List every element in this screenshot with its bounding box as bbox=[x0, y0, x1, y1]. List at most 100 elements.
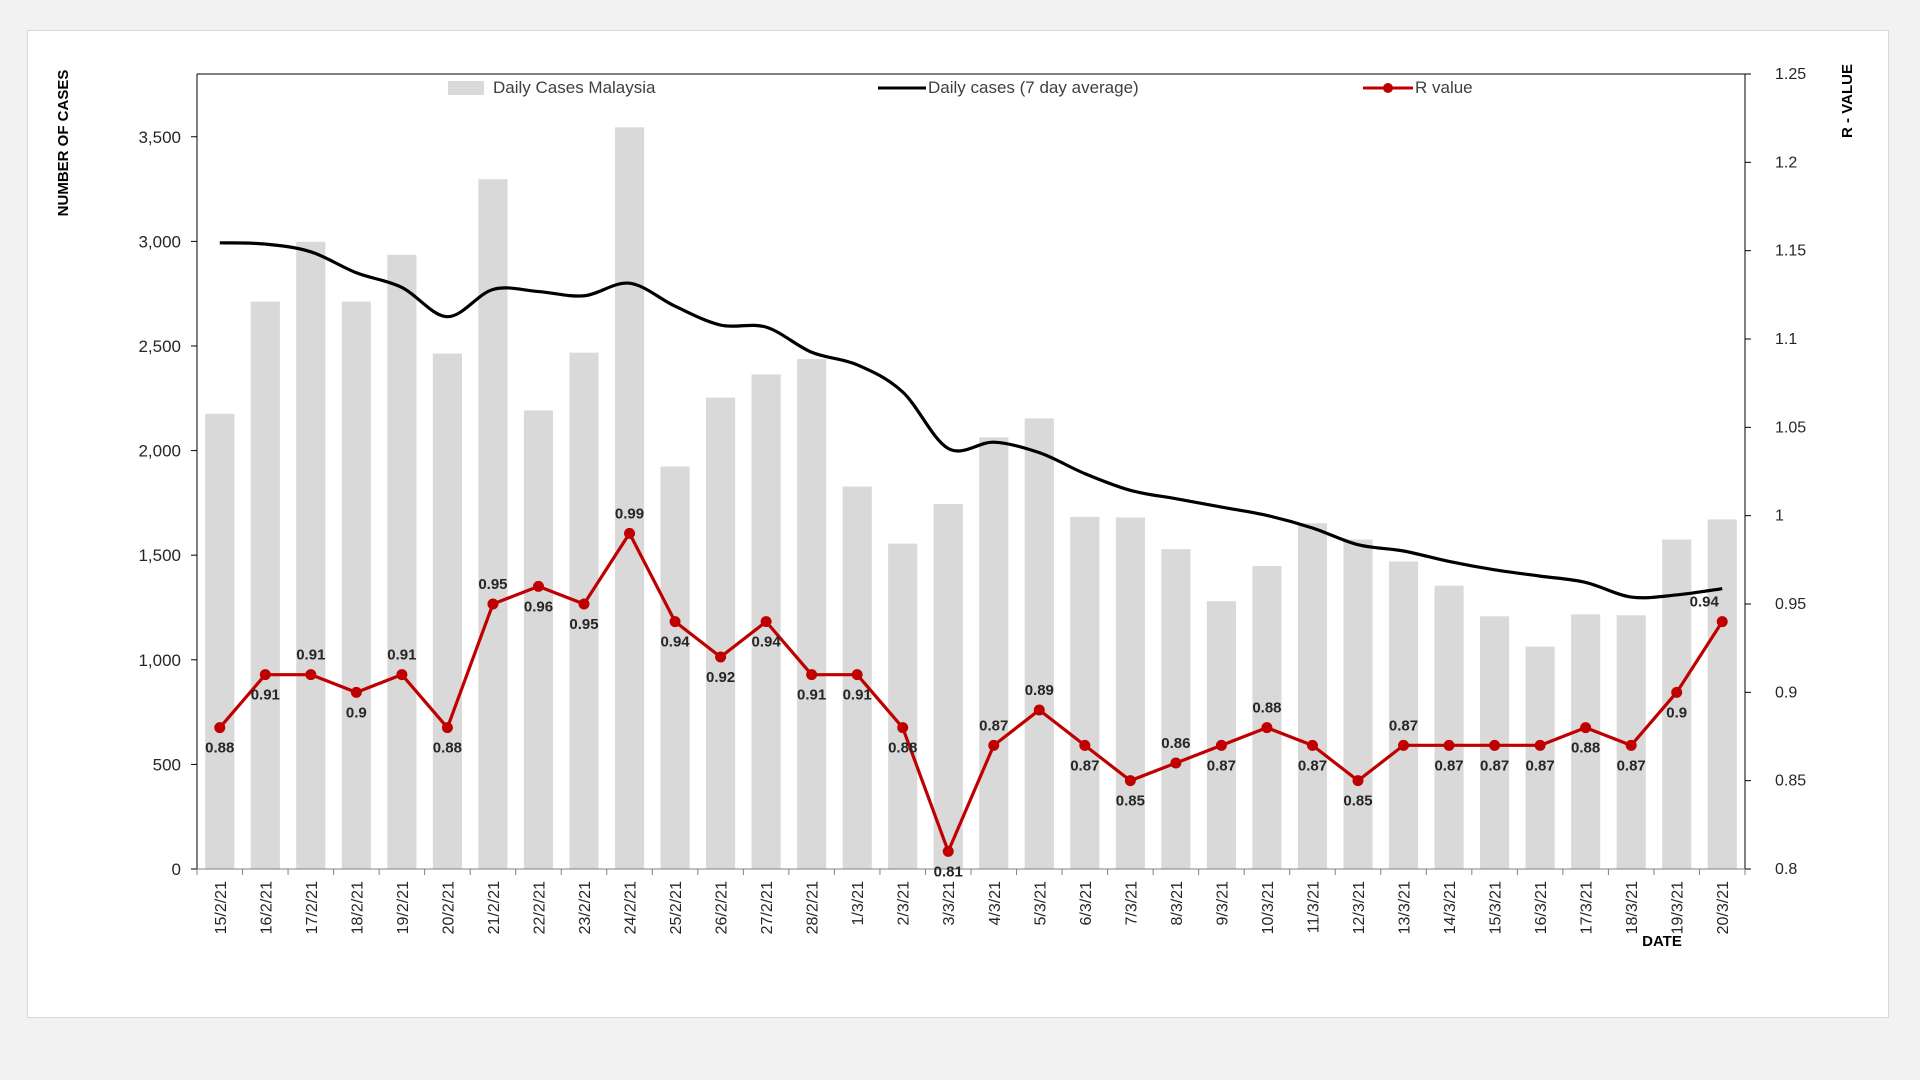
r-data-label: 0.91 bbox=[251, 687, 280, 704]
legend-label-avg: Daily cases (7 day average) bbox=[928, 78, 1139, 97]
x-tick-label: 14/3/21 bbox=[1442, 881, 1459, 934]
r-data-label: 0.91 bbox=[843, 687, 872, 704]
r-data-label: 0.87 bbox=[1389, 717, 1418, 734]
x-tick-label: 19/3/21 bbox=[1670, 881, 1687, 934]
r-point-19/3/21 bbox=[1671, 686, 1683, 698]
r-data-label: 0.91 bbox=[387, 647, 416, 664]
r-point-22/2/21 bbox=[532, 580, 544, 592]
y2-tick-label: 1.25 bbox=[1775, 66, 1806, 83]
y-tick-label: 3,000 bbox=[138, 232, 181, 251]
bar-17/3/21 bbox=[1571, 614, 1601, 869]
x-tick-label: 4/3/21 bbox=[987, 881, 1004, 926]
avg-line bbox=[219, 241, 1723, 600]
y-axis-title: NUMBER OF CASES bbox=[55, 70, 72, 217]
r-point-18/2/21 bbox=[350, 686, 362, 698]
r-data-label: 0.96 bbox=[524, 598, 553, 615]
bar-16/3/21 bbox=[1525, 646, 1555, 869]
bar-15/2/21 bbox=[205, 413, 235, 869]
r-data-label: 0.85 bbox=[1343, 793, 1372, 810]
x-tick-label: 20/3/21 bbox=[1715, 881, 1732, 934]
bar-6/3/21 bbox=[1070, 516, 1100, 869]
bar-19/2/21 bbox=[387, 254, 417, 870]
r-point-14/3/21 bbox=[1443, 739, 1455, 751]
x-tick-label: 11/3/21 bbox=[1305, 881, 1322, 933]
r-data-label: 0.87 bbox=[1070, 757, 1099, 774]
x-tick-label: 17/2/21 bbox=[304, 881, 321, 934]
r-data-label: 0.88 bbox=[205, 740, 234, 757]
r-point-3/3/21 bbox=[942, 845, 954, 857]
x-axis-title: DATE bbox=[1642, 933, 1682, 950]
r-data-label: 0.88 bbox=[1252, 700, 1281, 717]
x-tick-label: 17/3/21 bbox=[1579, 881, 1596, 934]
x-tick-label: 27/2/21 bbox=[759, 881, 776, 934]
bar-9/3/21 bbox=[1206, 601, 1236, 869]
r-data-label: 0.87 bbox=[1207, 757, 1236, 774]
bar-3/3/21 bbox=[933, 503, 963, 869]
x-tick-label: 5/3/21 bbox=[1032, 881, 1049, 926]
legend: Daily Cases Malaysia Daily cases (7 day … bbox=[448, 78, 1473, 97]
bar-5/3/21 bbox=[1024, 418, 1054, 869]
r-point-6/3/21 bbox=[1079, 739, 1091, 751]
x-tick-label: 12/3/21 bbox=[1351, 881, 1368, 934]
r-data-label: 0.94 bbox=[752, 634, 782, 651]
r-point-25/2/21 bbox=[669, 616, 681, 628]
x-tick-label: 23/2/21 bbox=[577, 881, 594, 934]
bars-layer bbox=[205, 127, 1737, 870]
r-data-label: 0.91 bbox=[797, 687, 826, 704]
r-data-label: 0.9 bbox=[1666, 704, 1687, 721]
r-point-28/2/21 bbox=[806, 669, 818, 681]
bar-20/3/21 bbox=[1707, 519, 1737, 869]
y2-tick-label: 1.15 bbox=[1775, 243, 1806, 260]
r-point-8/3/21 bbox=[1170, 757, 1182, 769]
r-data-label: 0.88 bbox=[1571, 740, 1600, 757]
y-tick-label: 0 bbox=[172, 860, 181, 879]
r-point-13/3/21 bbox=[1398, 739, 1410, 751]
r-point-16/2/21 bbox=[259, 669, 271, 681]
bar-26/2/21 bbox=[706, 397, 736, 869]
axes-layer: 0 500 1,000 1,500 2,000 2,500 3,000 3,500 0.8 0.8… bbox=[138, 66, 1806, 934]
x-tick-label: 15/3/21 bbox=[1488, 881, 1505, 934]
bar-8/3/21 bbox=[1161, 549, 1191, 869]
r-point-5/3/21 bbox=[1033, 704, 1045, 716]
x-tick-label: 6/3/21 bbox=[1078, 881, 1095, 926]
r-data-label: 0.87 bbox=[1617, 757, 1646, 774]
r-point-7/3/21 bbox=[1124, 775, 1136, 787]
r-point-11/3/21 bbox=[1306, 739, 1318, 751]
r-point-20/3/21 bbox=[1716, 616, 1728, 628]
r-point-20/2/21 bbox=[441, 722, 453, 734]
x-tick-label: 21/2/21 bbox=[486, 881, 503, 934]
r-point-15/2/21 bbox=[214, 722, 226, 734]
y2-tick-label: 0.85 bbox=[1775, 773, 1806, 790]
x-tick-label: 15/2/21 bbox=[213, 881, 230, 934]
r-data-label: 0.92 bbox=[706, 669, 735, 686]
r-data-label: 0.86 bbox=[1161, 735, 1190, 752]
r-point-17/2/21 bbox=[305, 669, 317, 681]
bar-14/3/21 bbox=[1434, 585, 1464, 869]
legend-swatch-r-dot bbox=[1383, 83, 1393, 93]
r-data-label: 0.87 bbox=[1526, 757, 1555, 774]
x-tick-label: 8/3/21 bbox=[1169, 881, 1186, 926]
r-point-16/3/21 bbox=[1534, 739, 1546, 751]
r-point-21/2/21 bbox=[487, 598, 499, 610]
x-tick-label: 18/3/21 bbox=[1624, 881, 1641, 934]
y2-tick-label: 1 bbox=[1775, 508, 1784, 525]
x-tick-label: 10/3/21 bbox=[1260, 881, 1277, 934]
bar-4/3/21 bbox=[979, 437, 1009, 869]
y2-axis-title: R - VALUE bbox=[1839, 64, 1856, 138]
r-point-2/3/21 bbox=[897, 722, 909, 734]
r-line bbox=[218, 531, 1724, 853]
bar-17/2/21 bbox=[296, 241, 326, 869]
r-point-26/2/21 bbox=[715, 651, 727, 663]
bar-24/2/21 bbox=[614, 127, 645, 869]
bar-13/3/21 bbox=[1388, 561, 1419, 869]
bar-21/2/21 bbox=[478, 179, 508, 869]
bar-22/2/21 bbox=[523, 410, 554, 869]
bar-2/3/21 bbox=[888, 543, 918, 869]
y-tick-label: 1,500 bbox=[138, 546, 181, 565]
r-point-9/3/21 bbox=[1215, 739, 1227, 751]
x-tick-label: 7/3/21 bbox=[1123, 881, 1140, 926]
r-data-label: 0.94 bbox=[1690, 594, 1720, 611]
r-point-23/2/21 bbox=[578, 598, 590, 610]
r-data-label: 0.89 bbox=[1025, 682, 1054, 699]
bar-11/3/21 bbox=[1297, 523, 1328, 869]
